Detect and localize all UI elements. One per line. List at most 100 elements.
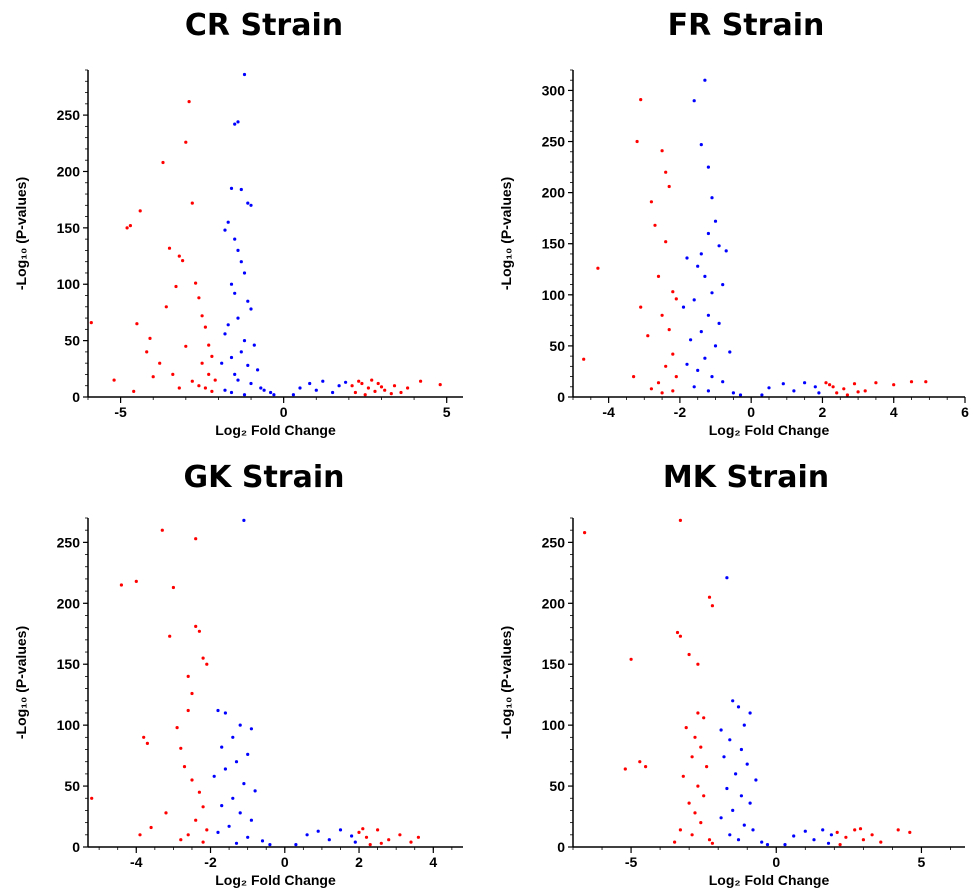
y-tick-label: 300: [542, 82, 566, 98]
data-point: [149, 825, 153, 830]
y-tick-label: 50: [549, 338, 565, 354]
data-point: [177, 254, 181, 258]
data-point: [226, 323, 230, 327]
y-tick-label: 250: [542, 134, 566, 150]
data-point: [745, 762, 749, 766]
data-point: [207, 343, 211, 347]
data-point: [692, 385, 696, 389]
data-point: [892, 383, 896, 387]
y-tick-label: 250: [57, 107, 81, 123]
data-point: [134, 579, 138, 584]
data-point: [231, 796, 235, 800]
data-point: [337, 384, 341, 388]
data-point: [132, 389, 136, 393]
data-point: [236, 316, 240, 320]
data-point: [673, 840, 677, 844]
data-point: [699, 252, 703, 256]
x-axis-label: Log₂ Fold Change: [215, 872, 336, 888]
y-tick-label: 100: [542, 287, 566, 303]
data-point: [223, 711, 227, 715]
data-point: [812, 838, 816, 842]
x-axis-label: Log₂ Fold Change: [709, 422, 830, 438]
data-point: [203, 386, 207, 390]
data-point: [835, 830, 839, 835]
data-point: [234, 841, 239, 845]
data-point: [674, 375, 678, 379]
y-tick-label: 100: [542, 717, 566, 733]
y-tick-label: 200: [57, 163, 81, 179]
data-point: [128, 224, 132, 228]
data-point: [227, 824, 231, 828]
data-point: [186, 833, 190, 837]
data-point: [242, 339, 247, 343]
data-point: [233, 291, 237, 295]
data-point: [742, 723, 746, 727]
data-point: [728, 738, 732, 742]
data-point: [366, 386, 370, 390]
data-point: [398, 833, 402, 837]
data-point: [742, 823, 746, 827]
data-point: [201, 656, 205, 660]
data-point: [678, 828, 683, 832]
x-tick-label: 0: [280, 404, 288, 420]
data-point: [171, 372, 175, 376]
data-point: [863, 389, 867, 393]
data-point: [249, 727, 253, 731]
data-point: [696, 264, 700, 268]
data-point: [874, 381, 878, 385]
data-point: [852, 382, 857, 386]
data-point: [205, 662, 209, 666]
data-point: [179, 838, 183, 842]
data-point: [623, 767, 627, 771]
data-point: [389, 392, 393, 396]
data-point: [725, 576, 729, 580]
data-point: [187, 100, 191, 104]
data-point: [360, 381, 364, 386]
data-point: [696, 368, 700, 372]
data-point: [845, 393, 850, 397]
y-tick-label: 250: [542, 534, 566, 550]
data-point: [792, 834, 796, 838]
data-point: [135, 322, 139, 326]
data-point: [252, 343, 256, 347]
data-point: [145, 741, 149, 746]
data-point: [223, 228, 227, 232]
data-point: [205, 828, 209, 832]
data-point: [725, 786, 729, 791]
y-tick-label: 50: [64, 333, 80, 349]
data-point: [760, 840, 764, 844]
data-point: [305, 833, 309, 837]
data-point: [231, 735, 235, 739]
data-point: [696, 711, 700, 715]
y-axis-label: -Log₁₀ (P-values): [13, 177, 29, 290]
x-tick-label: -2: [204, 854, 217, 870]
x-tick-label: -2: [674, 404, 687, 420]
data-point: [813, 385, 817, 389]
data-point: [168, 634, 172, 638]
data-point: [687, 652, 691, 657]
data-point: [671, 290, 675, 294]
x-tick-label: 0: [747, 404, 755, 420]
data-point: [242, 72, 247, 77]
data-point: [824, 381, 828, 385]
data-point: [350, 384, 354, 388]
data-point: [379, 841, 383, 845]
data-point: [736, 838, 741, 842]
data-point: [861, 838, 866, 842]
data-point: [693, 735, 697, 739]
data-point: [233, 122, 237, 126]
data-point: [338, 828, 343, 832]
data-point: [703, 78, 707, 82]
y-tick-label: 0: [557, 389, 565, 405]
data-point: [689, 338, 693, 342]
y-tick-label: 200: [542, 185, 566, 201]
data-point: [838, 843, 842, 847]
data-point: [639, 305, 643, 309]
data-point: [229, 355, 234, 360]
y-tick-label: 50: [64, 778, 80, 794]
data-point: [194, 281, 198, 285]
data-point: [242, 782, 246, 786]
data-point: [234, 760, 239, 764]
data-point: [259, 386, 263, 390]
